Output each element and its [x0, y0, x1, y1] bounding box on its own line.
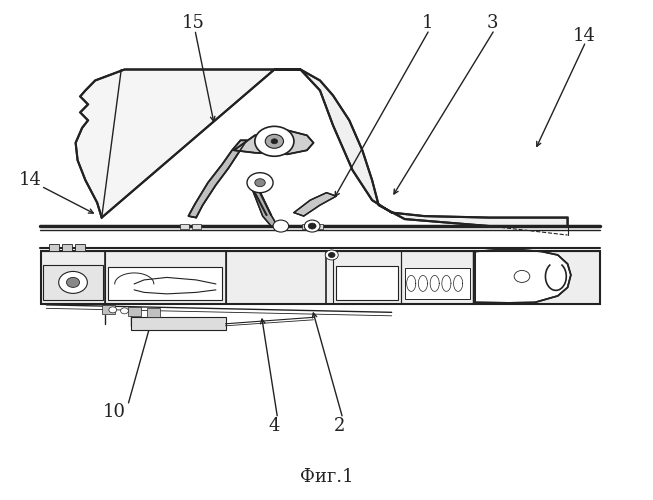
- Circle shape: [304, 220, 320, 232]
- Text: 4: 4: [268, 416, 280, 434]
- Polygon shape: [274, 70, 567, 226]
- Bar: [102, 305, 115, 314]
- Text: 10: 10: [103, 403, 126, 421]
- Circle shape: [67, 278, 80, 287]
- Polygon shape: [188, 140, 247, 218]
- Circle shape: [328, 252, 335, 258]
- Circle shape: [271, 139, 278, 144]
- Circle shape: [247, 172, 273, 193]
- Circle shape: [109, 307, 117, 313]
- Circle shape: [308, 223, 316, 229]
- Text: 1: 1: [422, 14, 433, 32]
- Circle shape: [121, 308, 129, 314]
- Text: Фиг.1: Фиг.1: [300, 468, 353, 486]
- Polygon shape: [251, 188, 278, 226]
- Text: 2: 2: [334, 416, 345, 434]
- Circle shape: [59, 272, 88, 293]
- Polygon shape: [294, 192, 336, 216]
- Text: 15: 15: [182, 14, 204, 32]
- Bar: [131, 318, 225, 330]
- Bar: [405, 268, 470, 299]
- Text: 3: 3: [487, 14, 498, 32]
- Polygon shape: [475, 250, 571, 303]
- Bar: [108, 268, 222, 300]
- Polygon shape: [234, 130, 313, 154]
- Bar: [75, 244, 85, 251]
- Bar: [49, 244, 59, 251]
- Bar: [302, 224, 311, 228]
- Circle shape: [514, 270, 530, 282]
- Bar: [128, 307, 141, 316]
- Text: 14: 14: [18, 171, 41, 189]
- Bar: [62, 244, 72, 251]
- Bar: [41, 252, 600, 304]
- Circle shape: [273, 220, 289, 232]
- Bar: [191, 224, 200, 228]
- Circle shape: [255, 178, 265, 186]
- Polygon shape: [76, 70, 274, 218]
- Circle shape: [325, 250, 338, 260]
- Text: 14: 14: [573, 26, 596, 44]
- Bar: [180, 224, 189, 228]
- Bar: [336, 266, 398, 300]
- Circle shape: [265, 134, 283, 148]
- Bar: [43, 265, 103, 300]
- Bar: [148, 308, 161, 318]
- Circle shape: [255, 126, 294, 156]
- Bar: [314, 224, 323, 228]
